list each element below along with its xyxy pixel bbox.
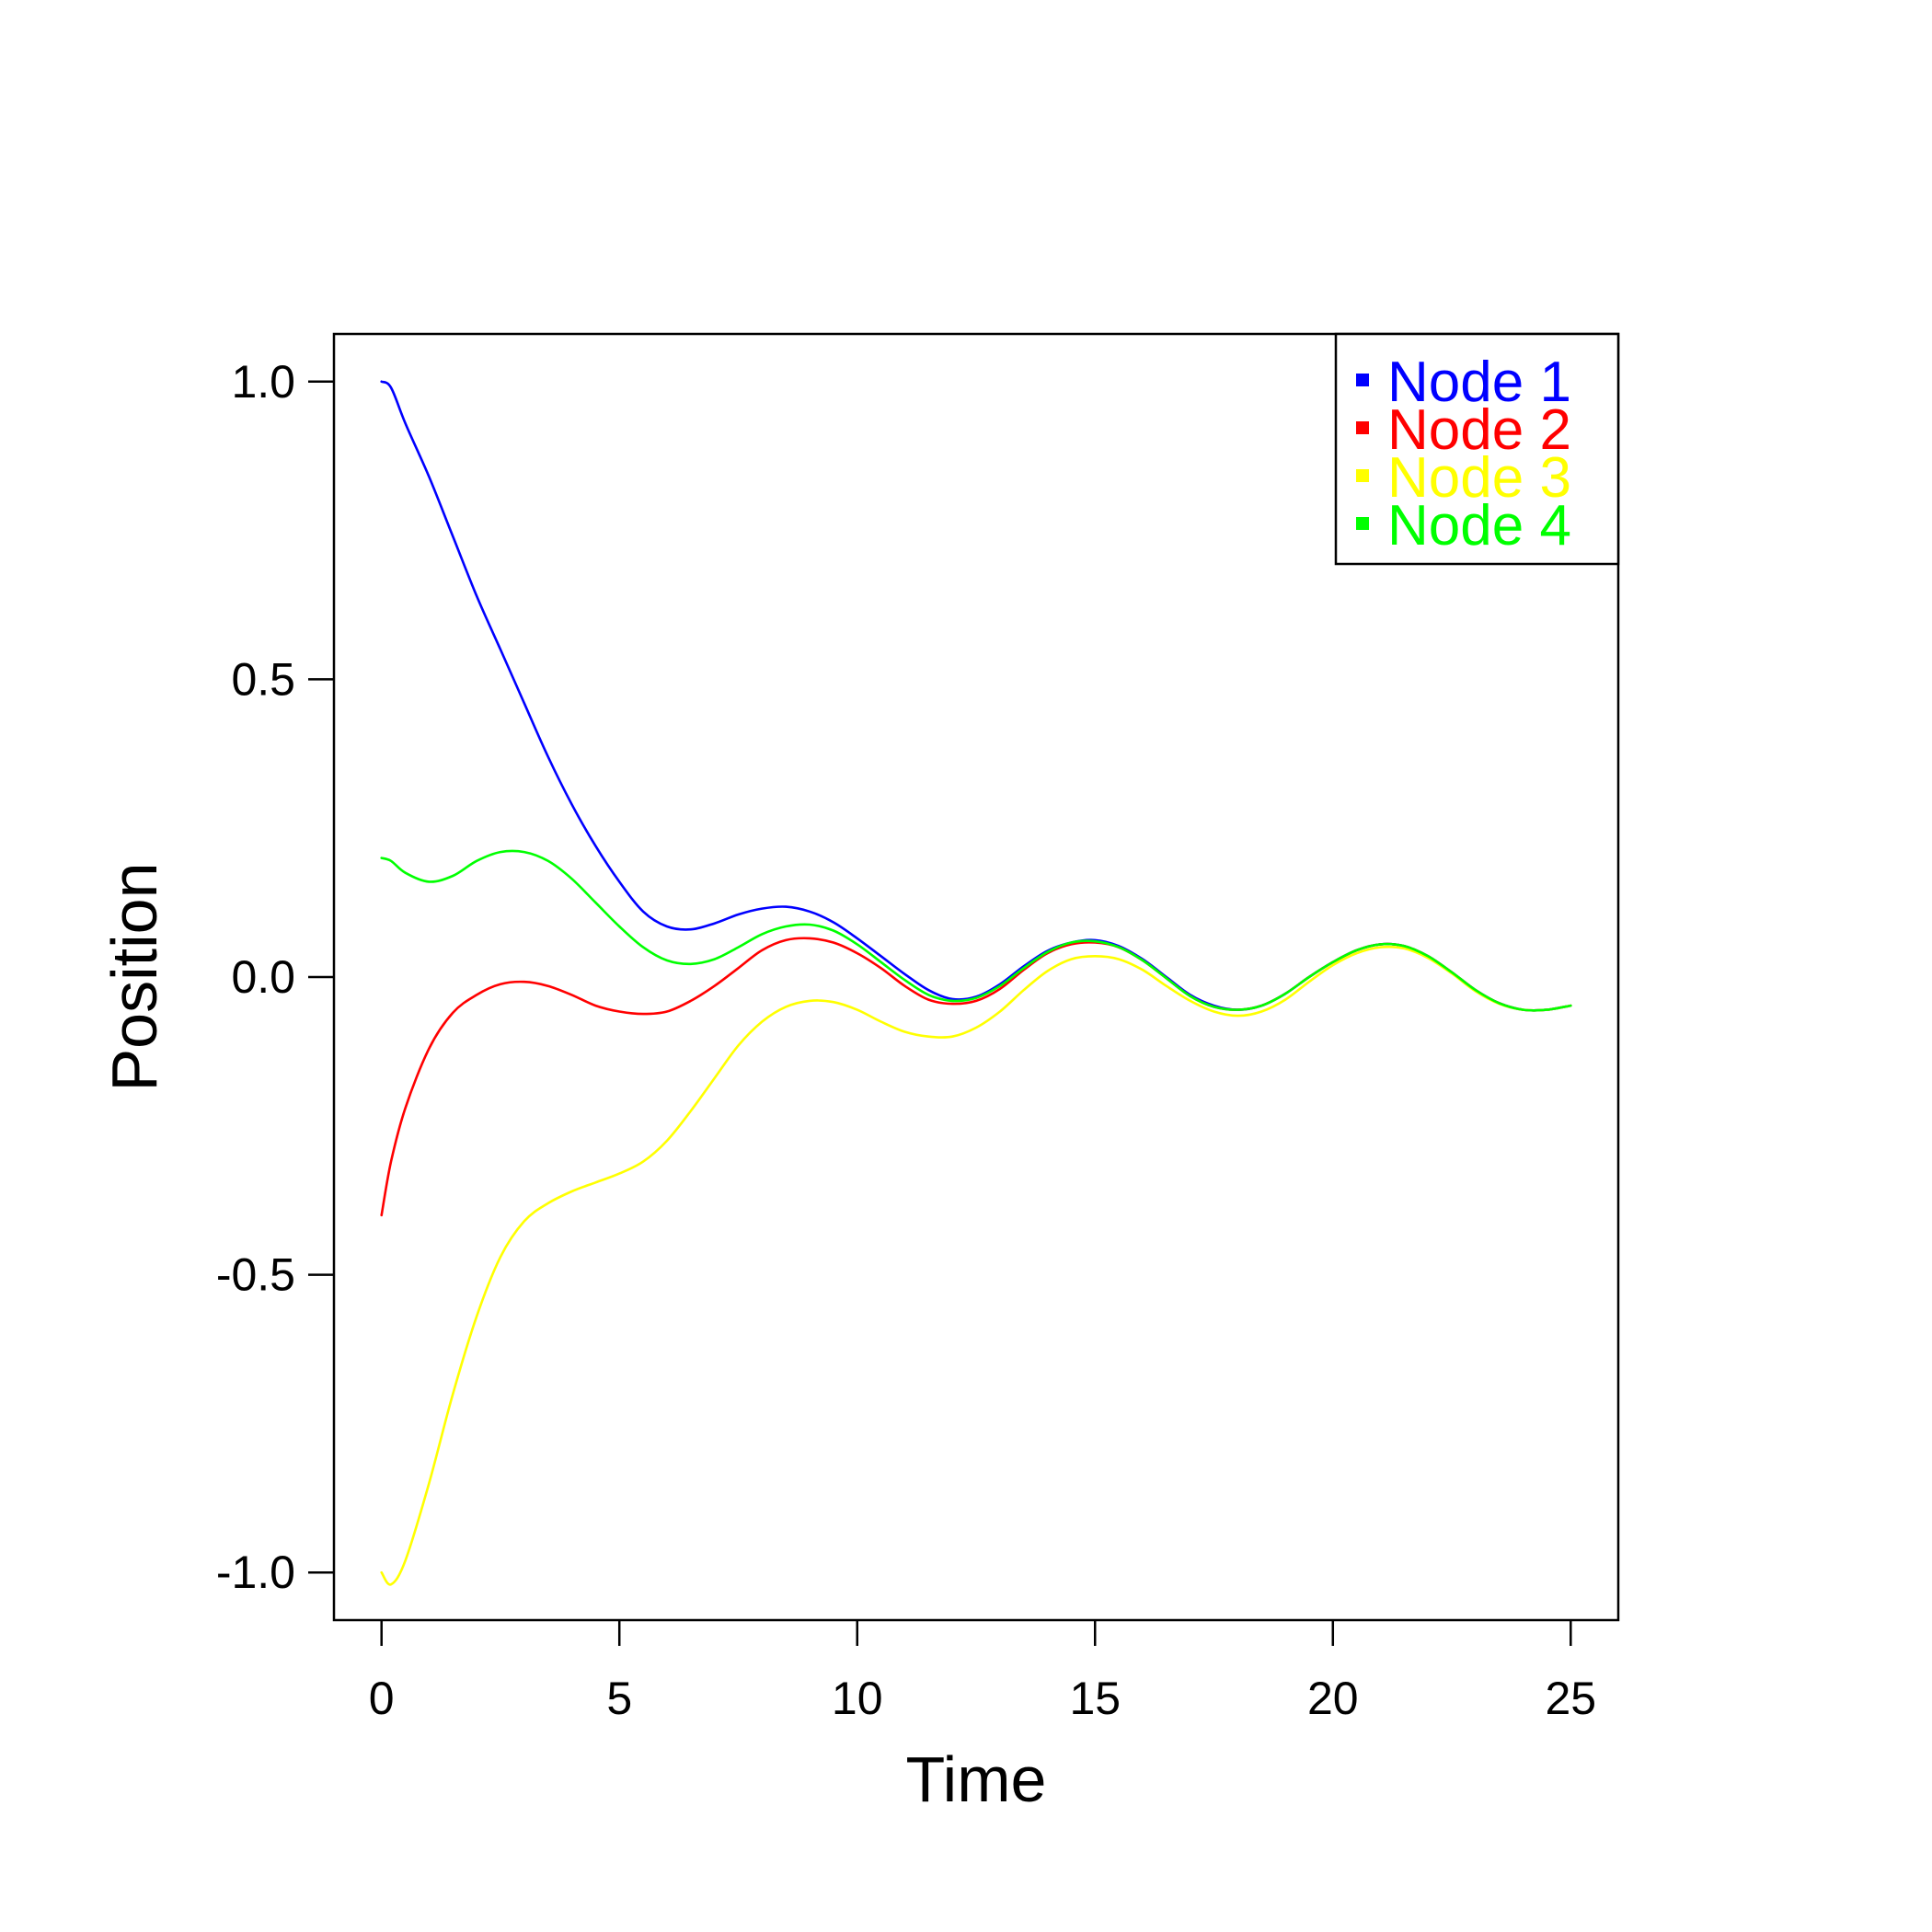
series-line-node-2 bbox=[380, 937, 1572, 1217]
x-axis-title: Time bbox=[906, 1743, 1047, 1815]
legend-label: Node 3 bbox=[1387, 446, 1571, 510]
y-axis-title: Position bbox=[98, 862, 170, 1091]
legend-box bbox=[1334, 332, 1620, 566]
legend-label: Node 4 bbox=[1387, 494, 1571, 558]
legend-swatch bbox=[1356, 374, 1369, 386]
legend-swatch bbox=[1356, 469, 1369, 482]
x-tick-label: 5 bbox=[606, 1673, 632, 1724]
y-axis: -1.0 -0.5 0.0 0.5 1.0 bbox=[216, 356, 334, 1598]
legend-swatch bbox=[1356, 421, 1369, 434]
legend-label: Node 2 bbox=[1387, 398, 1571, 462]
x-tick-label: 20 bbox=[1307, 1673, 1359, 1724]
series-layer bbox=[380, 380, 1572, 1586]
y-tick-label: 1.0 bbox=[231, 356, 295, 408]
x-axis: 0 5 10 15 20 25 bbox=[369, 1620, 1596, 1724]
y-tick-label: 0.0 bbox=[231, 951, 295, 1003]
x-tick-label: 25 bbox=[1545, 1673, 1596, 1724]
x-tick-label: 10 bbox=[832, 1673, 883, 1724]
series-line-node-4 bbox=[380, 849, 1572, 1012]
legend-swatch bbox=[1356, 517, 1369, 530]
legend-label: Node 1 bbox=[1387, 351, 1571, 414]
y-tick-label: -1.0 bbox=[216, 1547, 295, 1598]
y-tick-label: -0.5 bbox=[216, 1249, 295, 1301]
series-line-node-3 bbox=[380, 945, 1572, 1586]
y-tick-label: 0.5 bbox=[231, 653, 295, 705]
x-tick-label: 0 bbox=[369, 1673, 395, 1724]
x-tick-label: 15 bbox=[1069, 1673, 1121, 1724]
